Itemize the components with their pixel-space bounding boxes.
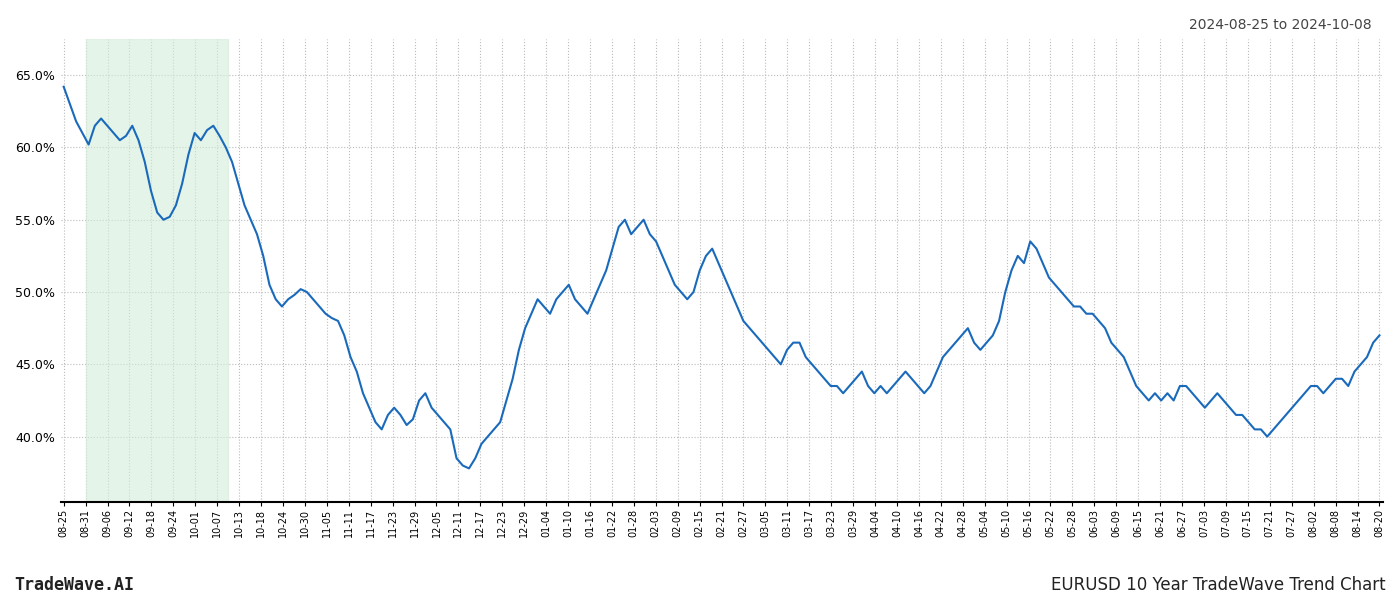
Text: EURUSD 10 Year TradeWave Trend Chart: EURUSD 10 Year TradeWave Trend Chart [1051, 576, 1386, 594]
Text: 2024-08-25 to 2024-10-08: 2024-08-25 to 2024-10-08 [1190, 18, 1372, 32]
Text: TradeWave.AI: TradeWave.AI [14, 576, 134, 594]
Bar [85, 39, 228, 502]
